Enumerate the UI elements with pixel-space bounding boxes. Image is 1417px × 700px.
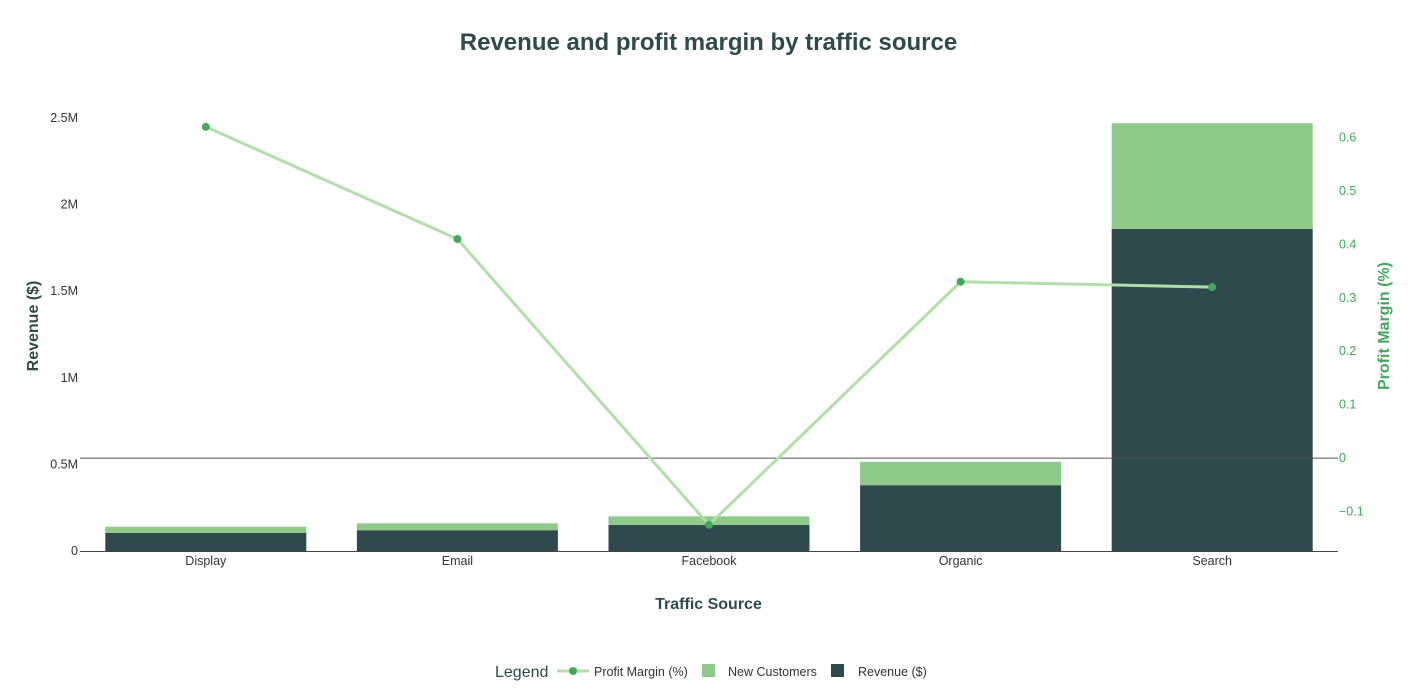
legend-label-new-customers: New Customers: [728, 665, 817, 679]
legend-swatch-new-customers: [702, 664, 715, 677]
x-tick-label: Facebook: [682, 554, 738, 568]
y2-tick-label: 0.6: [1339, 131, 1356, 145]
bar-revenue-organic: [860, 485, 1062, 551]
y-tick-label: 0: [71, 544, 78, 558]
y-tick-label: 0.5M: [50, 457, 78, 471]
y-tick-label: 2.5M: [50, 111, 78, 125]
y2-tick-label: 0.1: [1339, 398, 1356, 412]
bar-revenue-email: [356, 530, 558, 551]
legend-swatch-revenue: [831, 664, 844, 677]
profit-margin-point-display: [201, 122, 210, 131]
y-tick-label: 2M: [61, 198, 78, 212]
axes-layer: 0 0.5M 1M 1.5M 2M 2.5M −0.1 0 0.1 0.2 0.3 0.4 0.5 0.6…: [50, 111, 1364, 568]
x-tick-label: Email: [442, 554, 473, 568]
bar-new-customers-organic: [860, 461, 1062, 486]
x-tick-label: Display: [185, 554, 227, 568]
bar-revenue-display: [105, 532, 307, 551]
y2-axis-title: Profit Margin (%): [1376, 262, 1393, 390]
profit-margin-point-facebook: [705, 520, 713, 529]
profit-margin-line: [205, 125, 1213, 527]
x-tick-label: Organic: [939, 554, 983, 568]
legend: Legend Profit Margin (%) New Customers Rev…: [495, 664, 927, 681]
line-layer: [201, 122, 1217, 529]
y2-tick-label: 0.4: [1339, 237, 1356, 251]
x-tick-label: Search: [1192, 554, 1232, 568]
legend-marker-profit-margin: [569, 667, 577, 675]
y2-tick-label: −0.1: [1339, 505, 1364, 519]
y2-tick-label: 0.3: [1339, 291, 1356, 305]
profit-margin-point-email: [453, 235, 462, 244]
legend-title: Legend: [495, 664, 548, 681]
y2-tick-label: 0: [1339, 451, 1346, 465]
bar-revenue-facebook: [608, 525, 810, 551]
legend-label-profit-margin: Profit Margin (%): [594, 665, 688, 679]
bar-new-customers-display: [105, 526, 307, 533]
y2-tick-label: 0.5: [1339, 184, 1356, 198]
chart-title: Revenue and profit margin by traffic sou…: [460, 29, 957, 56]
profit-margin-point-search: [1208, 283, 1217, 292]
legend-label-revenue: Revenue ($): [858, 665, 927, 679]
bar-new-customers-search: [1111, 123, 1313, 229]
profit-margin-point-organic: [956, 277, 965, 286]
bars-layer: [105, 123, 1313, 551]
bar-new-customers-email: [356, 523, 558, 531]
y2-tick-label: 0.2: [1339, 344, 1356, 358]
bar-new-customers-facebook: [608, 516, 810, 526]
y-axis-title: Revenue ($): [25, 281, 42, 372]
x-axis-title: Traffic Source: [655, 596, 762, 613]
bar-revenue-search: [1111, 228, 1313, 551]
y-tick-label: 1.5M: [50, 284, 78, 298]
y-tick-label: 1M: [61, 371, 78, 385]
